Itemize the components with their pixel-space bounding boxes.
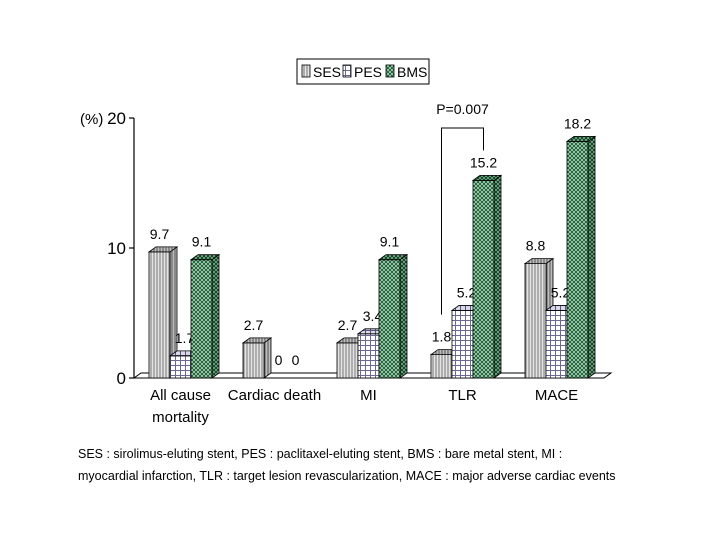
bar-front — [545, 309, 568, 379]
data-label: 8.8 — [526, 238, 546, 254]
footnote-line-1: SES : sirolimus-eluting stent, PES : pac… — [78, 447, 563, 461]
data-label: 0 — [292, 352, 300, 368]
bar-front — [524, 263, 547, 379]
data-label: 0 — [275, 352, 283, 368]
legend-label-pes: PES — [354, 64, 382, 80]
bar-top — [377, 254, 409, 261]
legend-swatch-bms — [385, 64, 395, 78]
legend-box — [296, 58, 430, 85]
bar-front — [169, 355, 192, 379]
legend-swatch-ses — [301, 64, 311, 78]
x-category-label: MI — [360, 387, 377, 404]
bar-bms: 9.1 — [377, 234, 409, 379]
legend-label-ses: SES — [313, 64, 341, 80]
x-category-label: MACE — [535, 387, 578, 404]
y-axis-label: (%) — [80, 111, 103, 128]
bar-bms: 18.2 — [564, 115, 597, 379]
bar-side — [211, 253, 220, 379]
x-category-label: Cardiac death — [228, 387, 321, 404]
p-value-annotation: P=0.007 — [436, 101, 489, 315]
bar-front — [430, 354, 453, 379]
bar-front — [566, 140, 589, 379]
bar-front — [451, 309, 474, 379]
data-label: 2.7 — [338, 317, 358, 333]
data-label: 1.7 — [175, 330, 195, 346]
bar-front — [357, 333, 380, 379]
bar-side — [587, 135, 596, 379]
bar-top — [147, 246, 179, 253]
y-tick-label: 10 — [107, 239, 126, 258]
bar-ses: 2.7 — [241, 317, 273, 379]
bar-top — [523, 258, 555, 265]
y-tick-label: 20 — [107, 109, 126, 128]
legend-label-bms: BMS — [397, 64, 427, 80]
data-label: 15.2 — [470, 154, 497, 170]
bar-side — [493, 174, 502, 379]
x-category-label: mortality — [152, 409, 209, 426]
data-label: 18.2 — [564, 115, 591, 131]
data-label: 9.1 — [192, 234, 212, 250]
data-label: 5.2 — [551, 284, 571, 300]
bar-front — [148, 251, 171, 379]
data-label: 2.7 — [244, 317, 264, 333]
bars: 9.7 1.7 9.1 2.7 0 0 2.7 3.4 9.1 1.8 5.2 15.2 8.8 5.2 1… — [147, 115, 597, 379]
bar-front — [336, 342, 359, 379]
p-value-label: P=0.007 — [436, 101, 489, 117]
bar-top — [565, 135, 597, 142]
bar-front — [378, 259, 401, 379]
x-category-label: TLR — [448, 387, 477, 404]
bar-ses: 9.7 — [147, 226, 179, 379]
bar-front — [190, 259, 213, 379]
bar-front — [472, 179, 495, 379]
y-tick-label: 0 — [117, 369, 126, 388]
bar-top — [241, 337, 273, 344]
bar-bms: 9.1 — [189, 234, 221, 379]
legend: SES PES BMS — [296, 58, 430, 85]
bar-bms: 0 — [292, 352, 300, 368]
bar-side — [399, 253, 408, 379]
bar-top — [471, 174, 503, 181]
bar-side — [263, 337, 272, 379]
p-value-bracket — [441, 127, 484, 315]
bar-bms: 15.2 — [470, 154, 503, 379]
legend-swatch-pes — [342, 64, 352, 78]
data-label: 1.8 — [432, 329, 452, 345]
data-label: 9.1 — [380, 234, 400, 250]
bar-front — [242, 342, 265, 379]
data-label: 9.7 — [150, 226, 170, 242]
bar-pes: 0 — [275, 352, 283, 368]
x-category-label: All cause — [150, 387, 211, 404]
data-label: 3.4 — [363, 308, 383, 324]
data-label: 5.2 — [457, 284, 477, 300]
footnote-line-2: myocardial infarction, TLR : target lesi… — [78, 469, 616, 483]
bar-top — [189, 254, 221, 261]
